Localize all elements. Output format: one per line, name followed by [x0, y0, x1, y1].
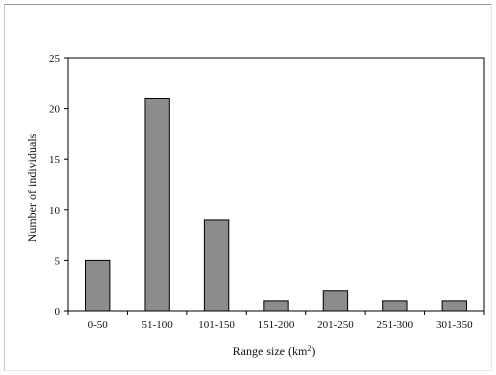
y-axis-label: Number of individuals	[25, 133, 39, 242]
x-tick-label: 101-150	[198, 319, 235, 331]
y-tick-label: 5	[55, 255, 61, 267]
x-axis-label-suffix: )	[311, 344, 315, 358]
y-tick-label: 20	[49, 104, 61, 116]
x-tick-label: 301-350	[436, 319, 473, 331]
x-tick-label: 251-300	[377, 319, 414, 331]
y-tick-label: 10	[49, 205, 61, 217]
y-tick-label: 25	[49, 53, 61, 65]
bar-0-50	[85, 259, 111, 312]
bar-51-100	[144, 97, 170, 312]
x-tick-label: 0-50	[88, 319, 109, 331]
bar-251-300	[382, 300, 408, 312]
x-tick-label: 51-100	[142, 319, 174, 331]
plot-border	[67, 57, 485, 312]
x-tick-label: 151-200	[258, 319, 295, 331]
chart-frame	[4, 4, 492, 371]
x-axis-label-superscript: 2	[307, 344, 311, 353]
y-tick-label: 15	[49, 154, 61, 166]
bar-201-250	[322, 290, 349, 312]
bar-151-200	[263, 300, 289, 312]
bars	[85, 97, 467, 312]
y-axis: 0 5 10 15 20 25	[49, 53, 68, 318]
plot-area	[67, 57, 485, 312]
x-axis: 0-50 51-100 101-150 151-200 201-250 251-300 30…	[67, 311, 485, 331]
bar-101-150	[203, 219, 230, 312]
x-tick-label: 201-250	[317, 319, 354, 331]
x-axis-label: Range size (km2)	[233, 344, 316, 359]
y-tick-label: 0	[55, 306, 61, 318]
x-axis-label-text: Range size (km	[233, 344, 308, 358]
bar-301-350	[441, 300, 467, 312]
